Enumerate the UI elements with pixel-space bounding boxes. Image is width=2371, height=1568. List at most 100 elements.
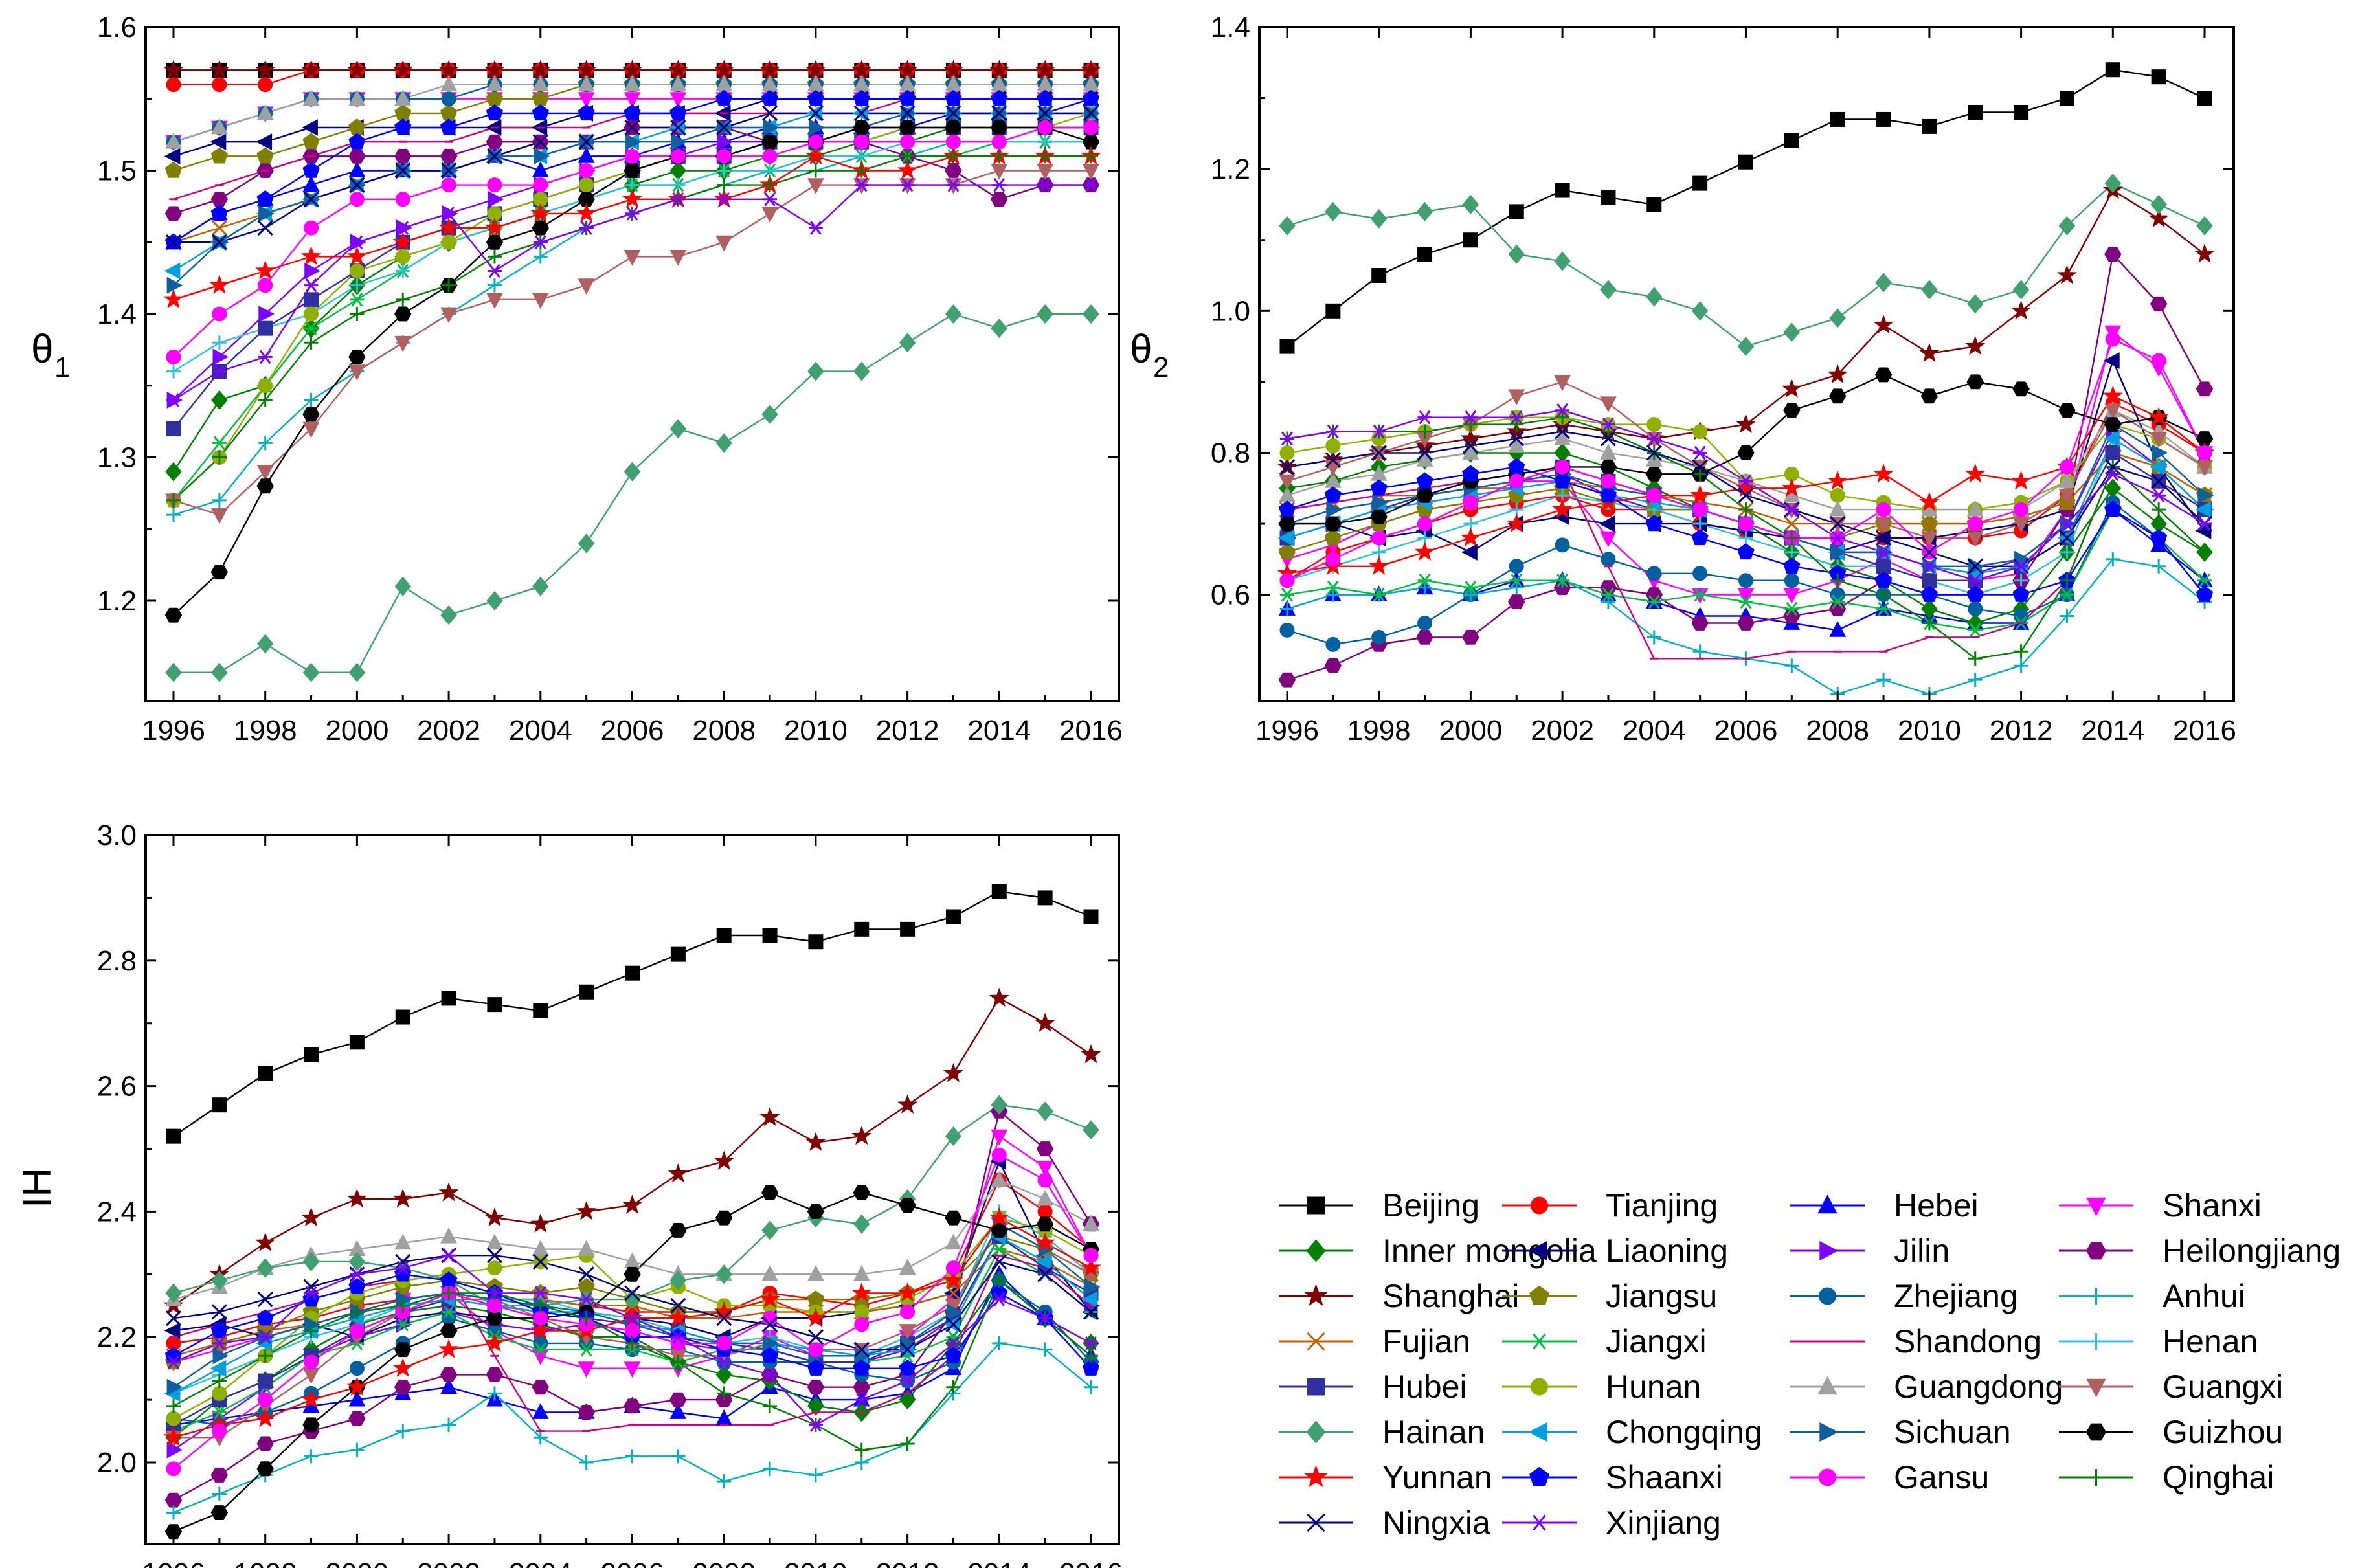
data-point — [166, 1128, 181, 1144]
data-point — [761, 1347, 779, 1363]
data-point — [258, 1392, 273, 1407]
data-point — [1038, 149, 1053, 164]
data-point — [1875, 530, 1892, 546]
data-point — [532, 1240, 549, 1256]
data-point — [258, 350, 273, 364]
data-point — [210, 1505, 229, 1520]
data-point — [761, 89, 779, 106]
data-point — [396, 221, 410, 235]
data-point — [2104, 247, 2122, 262]
data-point — [1691, 529, 1709, 546]
data-point — [1968, 104, 1983, 120]
data-point — [807, 1380, 825, 1395]
x-tick-label: 2002 — [417, 1558, 480, 1568]
data-point — [395, 1253, 411, 1270]
data-point — [1601, 473, 1616, 489]
data-point — [350, 1305, 365, 1319]
x-tick-label: 2004 — [509, 1558, 572, 1568]
data-point — [534, 148, 550, 165]
data-point — [346, 1188, 367, 1208]
data-point — [166, 493, 181, 508]
data-point — [763, 1367, 778, 1382]
data-point — [212, 348, 229, 366]
legend-marker — [2087, 1469, 2105, 1486]
data-point — [807, 1290, 825, 1307]
data-point — [1554, 443, 1571, 463]
data-point — [255, 1407, 276, 1428]
data-point — [350, 278, 365, 293]
data-point — [1738, 573, 1753, 588]
data-point — [992, 1292, 1007, 1306]
legend-marker — [1819, 1287, 1836, 1305]
data-point — [807, 1265, 824, 1281]
data-point — [897, 160, 918, 179]
data-point — [945, 120, 962, 135]
data-point — [1736, 414, 1756, 433]
data-point — [1784, 133, 1799, 148]
legend-entry-chongqing: Chongqing — [1502, 1414, 1762, 1450]
data-point — [1646, 431, 1661, 446]
y-tick-label: 1.6 — [97, 12, 137, 43]
data-point — [579, 1311, 594, 1326]
data-point — [2012, 381, 2030, 397]
data-point — [1463, 587, 1478, 602]
data-point — [991, 1147, 1007, 1163]
data-point — [1645, 466, 1663, 482]
data-point — [256, 1309, 274, 1326]
data-point — [1920, 585, 1938, 602]
data-point — [668, 1163, 688, 1183]
legend-label: Jilin — [1894, 1233, 1950, 1269]
data-point — [899, 1259, 916, 1275]
data-point — [212, 1405, 227, 1420]
legend-marker — [1307, 1513, 1325, 1532]
data-point — [853, 105, 870, 121]
data-point — [1461, 543, 1478, 561]
data-point — [209, 274, 230, 294]
data-point — [258, 205, 275, 222]
data-point — [2196, 431, 2214, 446]
y-tick-label: 2.6 — [97, 1071, 137, 1103]
data-point — [2102, 385, 2123, 405]
data-point — [532, 1253, 548, 1270]
data-point — [943, 1062, 964, 1082]
data-point — [763, 1334, 780, 1352]
data-point — [991, 1095, 1008, 1115]
data-point — [2012, 280, 2030, 300]
data-point — [1968, 623, 1983, 638]
data-point — [991, 134, 1007, 150]
data-point — [1827, 364, 1848, 384]
legend-marker — [1819, 1422, 1839, 1442]
data-point — [1692, 502, 1708, 517]
y-tick-label: 0.6 — [1211, 579, 1250, 611]
data-point — [946, 1380, 961, 1394]
x-tick-label: 2008 — [1806, 715, 1869, 746]
y-tick-label: 0.8 — [1211, 437, 1250, 469]
data-point — [440, 104, 458, 121]
data-point — [1738, 594, 1753, 609]
data-point — [212, 77, 227, 93]
data-point — [853, 120, 870, 135]
data-point — [1082, 1359, 1100, 1376]
data-point — [1414, 541, 1435, 561]
data-point — [256, 190, 274, 207]
data-point — [212, 1347, 229, 1365]
data-point — [348, 1411, 366, 1426]
data-point — [164, 161, 183, 178]
data-point — [1416, 472, 1433, 489]
data-point — [1279, 445, 1295, 460]
data-point — [1416, 201, 1433, 221]
data-point — [989, 1207, 1009, 1227]
data-point — [302, 1251, 320, 1271]
data-point — [1278, 543, 1296, 560]
data-point — [945, 1233, 962, 1250]
data-point — [2014, 609, 2029, 624]
legend-marker — [1304, 1464, 1328, 1488]
data-point — [2197, 487, 2214, 504]
data-point — [2012, 517, 2030, 533]
data-point — [761, 1185, 779, 1200]
data-point — [761, 134, 779, 150]
data-point — [164, 148, 181, 165]
data-point — [2059, 530, 2075, 546]
data-point — [1968, 516, 1983, 532]
data-point — [533, 1003, 548, 1018]
